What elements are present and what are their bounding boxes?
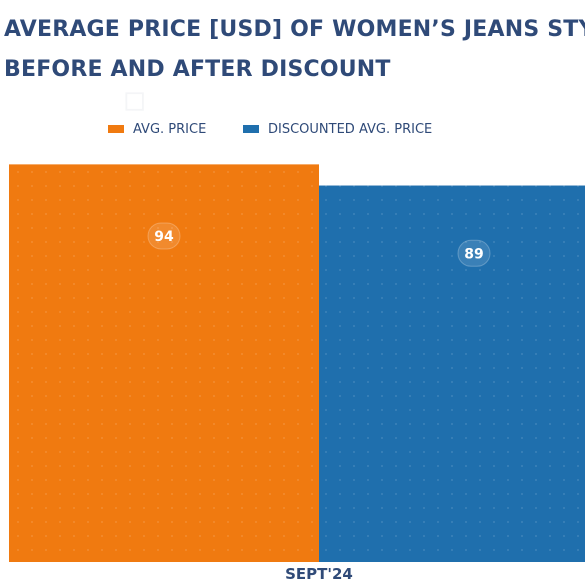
data-label-bubble-discounted-avg-price <box>457 239 491 267</box>
data-label-bubble-avg-price <box>147 222 181 250</box>
legend-item-discounted-avg-price: DISCOUNTED AVG. PRICE <box>243 120 432 138</box>
legend-label-avg-price: AVG. PRICE <box>133 121 207 137</box>
data-label-avg-price: 94 <box>154 229 174 245</box>
chart-title-line-2: BEFORE AND AFTER DISCOUNT <box>4 57 391 82</box>
data-label-discounted-avg-price: 89 <box>464 246 483 262</box>
legend-swatch-avg-price <box>108 125 124 133</box>
bar-texture-avg-price <box>9 164 319 562</box>
chart-title-line-1: AVERAGE PRICE [USD] OF WOMEN’S JEANS STY… <box>4 17 585 42</box>
legend-swatch-discounted-avg-price <box>243 125 259 133</box>
legend-label-discounted-avg-price: DISCOUNTED AVG. PRICE <box>268 121 433 137</box>
x-tick-label: SEPT'24 <box>285 565 353 583</box>
bar-texture-discounted-avg-price <box>319 185 585 562</box>
legend-item-avg-price: AVG. PRICE <box>108 120 206 138</box>
